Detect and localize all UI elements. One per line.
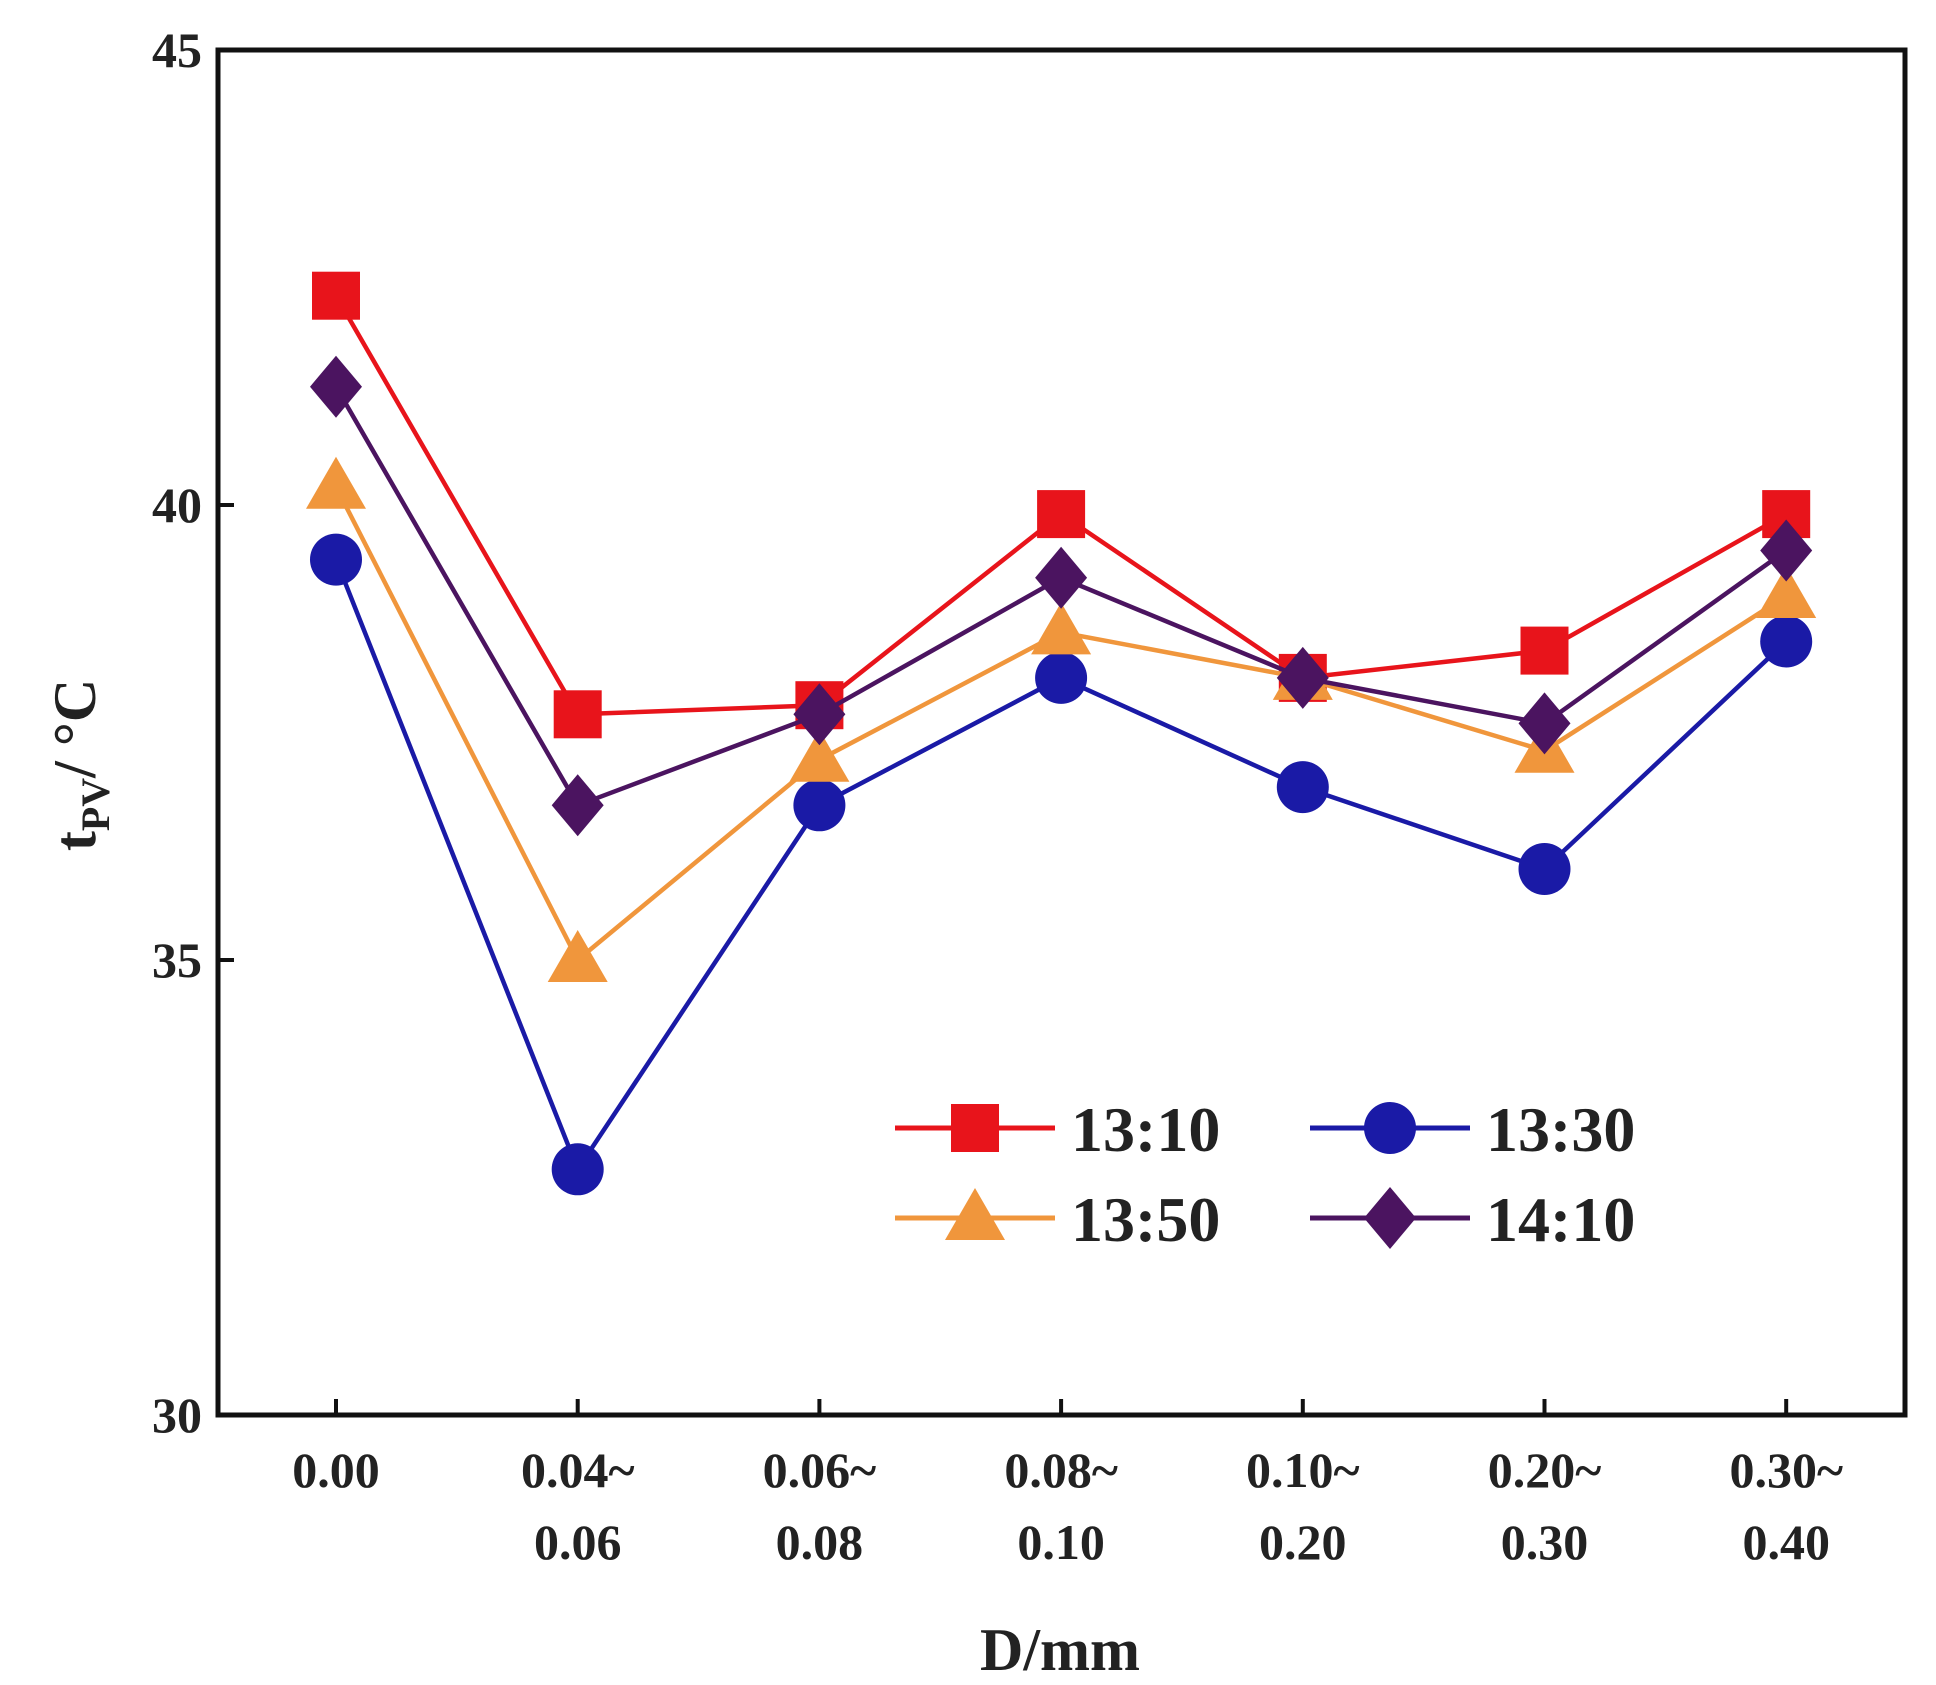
x-tick-label: 0.10~ 0.20 (1246, 1442, 1360, 1570)
legend: 13:10 13:30 13:50 14:10 (895, 1094, 1635, 1255)
y-axis-title-subscript: PV (73, 778, 118, 831)
x-tick-label-line: 0.08~ (1004, 1442, 1118, 1498)
x-tick-label-line: 0.06~ (763, 1442, 877, 1498)
x-tick-label-line: 0.04~ (521, 1442, 635, 1498)
legend-item: 13:10 (895, 1094, 1220, 1165)
y-tick-label: 45 (152, 22, 202, 78)
data-point (306, 456, 366, 509)
data-point (310, 533, 362, 586)
svg-text:tPV/ °C: tPV/ °C (42, 679, 118, 851)
data-point (793, 779, 846, 832)
legend-item: 13:50 (895, 1184, 1220, 1255)
legend-marker (945, 1188, 1005, 1240)
legend-label: 13:50 (1071, 1184, 1220, 1255)
y-tick-label: 35 (152, 932, 202, 988)
data-point (312, 271, 360, 320)
legend-label: 13:30 (1486, 1094, 1635, 1165)
data-point (1760, 519, 1813, 582)
series-1330 (310, 533, 1813, 1196)
data-point (1031, 602, 1092, 655)
x-tick-label-line: 0.30 (1501, 1514, 1589, 1570)
x-axis-title: D/mm (980, 1617, 1140, 1683)
data-point (1037, 490, 1086, 539)
x-tick-label-line: 0.10~ (1246, 1442, 1360, 1498)
x-tick-label: 0.30~ 0.40 (1729, 1442, 1843, 1570)
x-tick-label-line: 0.20~ (1488, 1442, 1602, 1498)
x-tick-label: 0.06~ 0.08 (763, 1442, 877, 1570)
x-tick-label-line: 0.10 (1017, 1514, 1105, 1570)
data-point (547, 930, 608, 982)
data-point (553, 690, 602, 739)
x-tick-label: 0.20~ 0.30 (1488, 1442, 1602, 1570)
data-point (1756, 566, 1817, 618)
y-tick-label: 30 (152, 1387, 202, 1443)
data-point (1276, 761, 1329, 814)
y-tick-label: 40 (152, 477, 202, 533)
y-axis-title-main: t (42, 831, 108, 851)
data-point (789, 729, 850, 782)
x-tick-label: 0.00 (292, 1442, 380, 1498)
x-tick-label: 0.04~ 0.06 (521, 1442, 635, 1570)
data-point (1518, 843, 1571, 895)
data-point (1035, 546, 1088, 609)
x-tick-label-line: 0.08 (776, 1514, 864, 1570)
legend-marker (951, 1104, 999, 1152)
legend-label: 14:10 (1486, 1184, 1635, 1255)
legend-item: 13:30 (1310, 1094, 1635, 1165)
x-tick-label-line: 0.00 (292, 1442, 380, 1498)
legend-marker (1364, 1187, 1416, 1249)
series-1410 (310, 355, 1813, 837)
x-tick-label-line: 0.06 (534, 1514, 622, 1570)
data-point (1276, 646, 1329, 709)
data-point (1520, 626, 1569, 675)
y-axis-title-unit: / °C (42, 679, 108, 779)
x-tick-label: 0.08~ 0.10 (1004, 1442, 1118, 1570)
data-point (551, 1143, 604, 1196)
legend-item: 14:10 (1310, 1184, 1635, 1255)
x-tick-label-line: 0.30~ (1729, 1442, 1843, 1498)
x-tick-label-line: 0.20 (1259, 1514, 1347, 1570)
data-point (1760, 615, 1813, 668)
data-point (310, 355, 362, 418)
y-axis-title: tPV/ °C (42, 679, 118, 851)
data-point (1035, 651, 1088, 704)
data-point (793, 683, 846, 746)
data-point (1518, 692, 1571, 755)
data-point (551, 774, 604, 837)
legend-marker (1364, 1102, 1416, 1154)
legend-label: 13:10 (1071, 1094, 1220, 1165)
plot-frame (215, 47, 1908, 1418)
x-tick-label-line: 0.40 (1742, 1514, 1830, 1570)
